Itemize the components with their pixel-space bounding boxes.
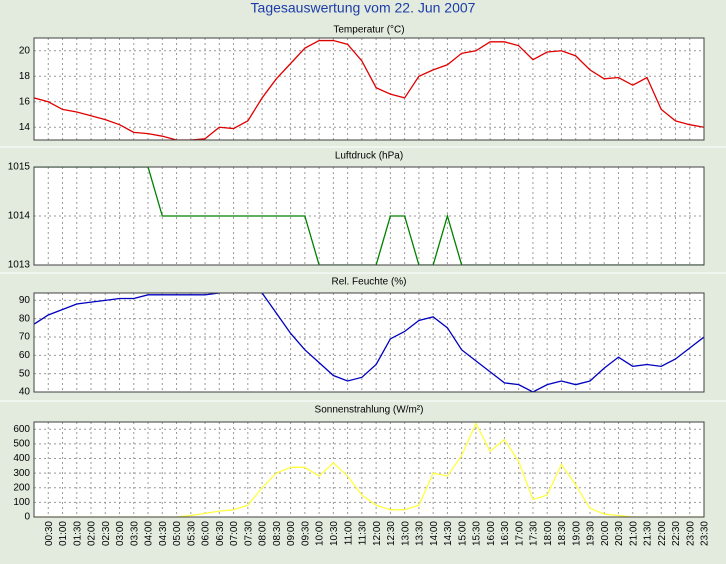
plot-frame: [33, 421, 705, 518]
plot-frame: [33, 292, 705, 393]
x-tick-label: 21:00: [628, 521, 639, 546]
chart-title: Temperatur (°C): [333, 25, 404, 36]
x-tick-label: 04:00: [144, 521, 155, 546]
x-tick-label: 00:30: [44, 521, 55, 546]
x-tick-label: 03:00: [115, 521, 126, 546]
x-tick-label: 05:00: [172, 521, 183, 546]
x-tick-label: 11:00: [343, 521, 354, 546]
chart-title: Rel. Feuchte (%): [331, 277, 406, 288]
y-tick-label: 300: [13, 468, 30, 479]
plot-frame: [33, 37, 705, 141]
series: [34, 39, 704, 140]
y-tick-label: 600: [13, 424, 30, 435]
data-line: [34, 422, 704, 517]
x-tick-label: 17:00: [514, 521, 525, 546]
y-tick-label: 18: [19, 71, 31, 82]
x-tick-label: 21:30: [643, 521, 654, 546]
x-tick-label: 02:30: [101, 521, 112, 546]
plot-area: [34, 293, 704, 392]
x-tick-label: 19:00: [571, 521, 582, 546]
x-tick-label: 02:00: [87, 521, 98, 546]
x-tick-label: 07:00: [229, 521, 240, 546]
y-tick-label: 200: [13, 482, 30, 493]
y-tick-label: 60: [19, 350, 31, 361]
x-tick-label: 10:00: [315, 521, 326, 546]
page-title: Tagesauswertung vom 22. Jun 2007: [251, 0, 476, 16]
x-tick-label: 13:30: [415, 521, 426, 546]
plot-area: [34, 422, 704, 517]
x-tick-label: 12:30: [386, 521, 397, 546]
y-tick-label: 90: [19, 295, 31, 306]
chart-title: Luftdruck (hPa): [335, 151, 403, 162]
y-tick-label: 40: [19, 387, 31, 398]
x-tick-label: 11:30: [358, 521, 369, 546]
y-tick-label: 14: [19, 122, 31, 133]
x-tick-label: 15:30: [472, 521, 483, 546]
x-tick-label: 09:00: [286, 521, 297, 546]
x-tick-label: 05:30: [186, 521, 197, 546]
x-tick-label: 23:30: [700, 521, 711, 546]
x-tick-label: 12:00: [372, 521, 383, 546]
plot-area: [34, 38, 704, 140]
chart-title: Sonnenstrahlung (W/m²): [315, 405, 424, 416]
y-tick-label: 500: [13, 439, 30, 450]
x-tick-label: 15:00: [457, 521, 468, 546]
x-tick-label: 16:30: [500, 521, 511, 546]
x-tick-label: 20:30: [614, 521, 625, 546]
y-tick-label: 16: [19, 96, 31, 107]
data-line: [34, 293, 704, 392]
x-tick-label: 18:30: [557, 521, 568, 546]
x-tick-label: 18:00: [543, 521, 554, 546]
x-tick-label: 20:00: [600, 521, 611, 546]
y-tick-label: 80: [19, 313, 31, 324]
x-tick-label: 06:30: [215, 521, 226, 546]
x-tick-label: 22:00: [657, 521, 668, 546]
x-tick-label: 08:30: [272, 521, 283, 546]
x-tick-label: 03:30: [129, 521, 140, 546]
y-tick-label: 1015: [8, 162, 31, 173]
y-tick-label: 1013: [8, 260, 31, 271]
x-tick-label: 16:00: [486, 521, 497, 546]
x-tick-label: 07:30: [243, 521, 254, 546]
y-tick-label: 1014: [8, 211, 31, 222]
plot-frame: [33, 166, 705, 266]
x-tick-label: 14:00: [429, 521, 440, 546]
x-tick-label: 14:30: [443, 521, 454, 546]
x-tick-label: 19:30: [586, 521, 597, 546]
x-tick-label: 01:00: [58, 521, 69, 546]
x-tick-label: 10:30: [329, 521, 340, 546]
x-tick-label: 22:30: [671, 521, 682, 546]
y-tick-label: 20: [19, 45, 31, 56]
x-tick-label: 04:30: [158, 521, 169, 546]
x-tick-label: 17:30: [529, 521, 540, 546]
y-tick-label: 0: [24, 512, 30, 523]
y-tick-label: 50: [19, 368, 31, 379]
y-tick-label: 70: [19, 332, 31, 343]
y-tick-label: 100: [13, 497, 30, 508]
x-tick-label: 08:00: [258, 521, 269, 546]
x-tick-label: 13:00: [400, 521, 411, 546]
x-tick-label: 09:30: [300, 521, 311, 546]
x-tick-label: 01:30: [72, 521, 83, 546]
data-line: [34, 39, 704, 140]
x-tick-label: 23:00: [685, 521, 696, 546]
y-tick-label: 400: [13, 453, 30, 464]
series: [34, 422, 704, 517]
series: [34, 293, 704, 392]
x-tick-label: 06:00: [201, 521, 212, 546]
